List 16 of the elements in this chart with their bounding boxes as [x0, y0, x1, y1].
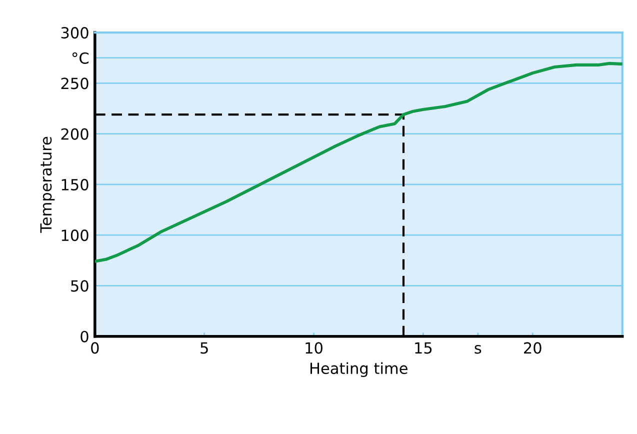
y-tick-label: 100: [62, 230, 88, 242]
y-tick-label: 200: [61, 128, 88, 140]
y-tick-label: 50: [71, 280, 88, 292]
x-tick-label: 0: [91, 342, 99, 354]
y-tick-label: 300: [61, 27, 88, 39]
y-tick-label: 150: [62, 178, 88, 190]
x-tick-label: 5: [200, 342, 208, 354]
x-axis-title: Heating time: [310, 362, 408, 378]
y-tick-label: °C: [72, 52, 89, 64]
x-tick-label: 20: [524, 342, 542, 354]
x-tick-label: s: [474, 344, 482, 354]
y-tick-label: 0: [80, 330, 88, 342]
y-axis-title: Temperature: [40, 136, 55, 233]
y-tick-label: 250: [61, 78, 88, 90]
x-tick-label: 10: [306, 342, 322, 354]
x-tick-label: 15: [415, 342, 432, 354]
